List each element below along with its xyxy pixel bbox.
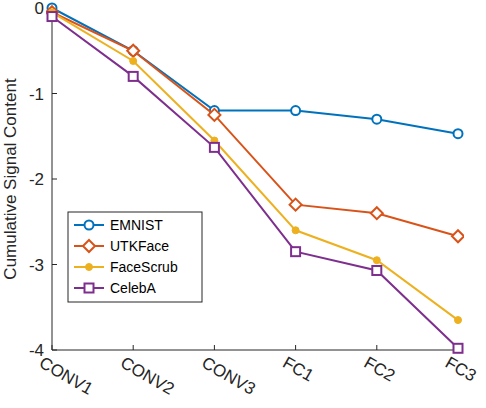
- x-tick-label: CONV2: [117, 353, 177, 399]
- data-point: [130, 58, 137, 65]
- x-tick: [376, 345, 377, 350]
- data-point: [48, 12, 57, 21]
- series-line: [52, 12, 458, 236]
- x-tick-label: CONV1: [36, 353, 96, 399]
- data-point: [373, 257, 380, 264]
- data-point: [372, 115, 381, 124]
- data-point: [292, 227, 299, 234]
- y-tick: [52, 179, 57, 180]
- series-line: [52, 17, 458, 349]
- y-tick: [52, 264, 57, 265]
- data-point: [291, 247, 300, 256]
- x-tick: [295, 345, 296, 350]
- legend-label: EMNIST: [110, 217, 163, 233]
- x-tick: [52, 345, 53, 350]
- y-tick-label: -1: [29, 85, 44, 104]
- data-point: [129, 72, 138, 81]
- chart: -4 -3 -2 -1 0 CONV1 CONV2 CONV3 FC1 FC2 FC3 Cumulat…: [0, 0, 486, 408]
- x-tick: [214, 345, 215, 350]
- series-line: [52, 12, 458, 320]
- x-axis: [52, 350, 458, 351]
- data-point: [372, 266, 381, 275]
- legend: EMNIST UTKFace FaceScrub CelebA: [68, 212, 202, 302]
- legend-marker: [86, 264, 93, 271]
- y-tick-label: 0: [35, 0, 44, 18]
- legend-marker: [85, 284, 94, 293]
- x-tick-label: FC3: [442, 353, 479, 386]
- x-tick-label: CONV3: [198, 353, 258, 399]
- data-point: [371, 207, 383, 219]
- y-tick-label: -4: [29, 341, 44, 360]
- x-tick-label: FC1: [280, 353, 317, 386]
- y-tick-label: -2: [29, 170, 44, 189]
- x-tick: [133, 345, 134, 350]
- data-point: [127, 45, 139, 57]
- data-point: [291, 106, 300, 115]
- y-tick: [52, 350, 57, 351]
- legend-box: [68, 212, 202, 302]
- data-point: [290, 199, 302, 211]
- plot-area: [46, 4, 464, 353]
- data-point: [455, 317, 462, 324]
- data-point: [454, 344, 463, 353]
- legend-label: CelebA: [110, 280, 157, 296]
- data-point: [452, 230, 464, 242]
- legend-marker: [85, 221, 94, 230]
- y-tick-label: -3: [29, 256, 44, 275]
- data-point: [454, 129, 463, 138]
- legend-marker: [83, 240, 95, 252]
- y-tick: [52, 93, 57, 94]
- legend-label: FaceScrub: [110, 259, 178, 275]
- data-point: [210, 143, 219, 152]
- legend-label: UTKFace: [110, 238, 169, 254]
- x-tick-label: FC2: [361, 353, 398, 386]
- series-line: [52, 8, 458, 134]
- y-axis-label: Cumulative Signal Content: [1, 78, 20, 280]
- data-point: [208, 109, 220, 121]
